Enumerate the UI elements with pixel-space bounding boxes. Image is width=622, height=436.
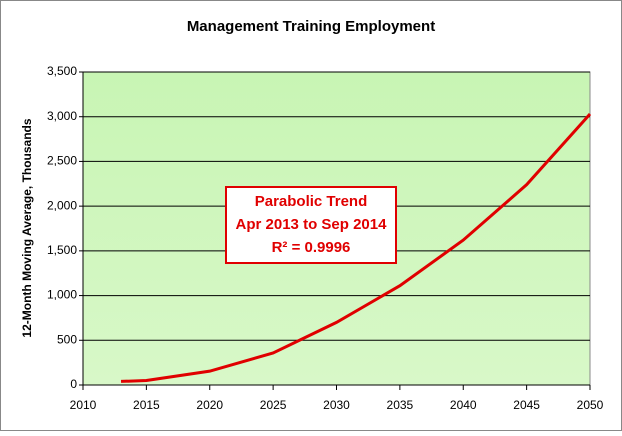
layer: 0 500 1,000 1,500 2,000 2,500 3,000 3,500 2010 20…	[47, 64, 604, 412]
x-tick-label: 2025	[260, 398, 287, 412]
x-tick-label: 2035	[387, 398, 414, 412]
y-tick-label: 2,500	[47, 154, 77, 168]
x-tick-label: 2045	[513, 398, 540, 412]
data-line	[120, 113, 592, 383]
y-tick-label: 0	[70, 377, 77, 391]
y-tick-label: 500	[57, 332, 77, 346]
y-tick-label: 2,000	[47, 198, 77, 212]
annotation: R² = 0.9996	[272, 239, 351, 256]
x-tick-label: 2010	[70, 398, 97, 412]
y-tick-label: 3,000	[47, 109, 77, 123]
y-axis-label: 12-Month Moving Average, Thousands	[20, 118, 34, 337]
x-tick-label: 2040	[450, 398, 477, 412]
x-tick-label: 2015	[133, 398, 160, 412]
annotation: Parabolic Trend	[255, 193, 368, 210]
chart-title: Management Training Employment	[187, 18, 435, 35]
x-tick-label: 2020	[196, 398, 223, 412]
y-tick-label: 1,000	[47, 288, 77, 302]
x-tick-label: 2030	[323, 398, 350, 412]
annotation-box	[225, 186, 397, 264]
y-tick-label: 1,500	[47, 243, 77, 257]
y-tick-label: 3,500	[47, 64, 77, 78]
x-tick-label: 2050	[577, 398, 604, 412]
annotation: Apr 2013 to Sep 2014	[236, 216, 388, 233]
